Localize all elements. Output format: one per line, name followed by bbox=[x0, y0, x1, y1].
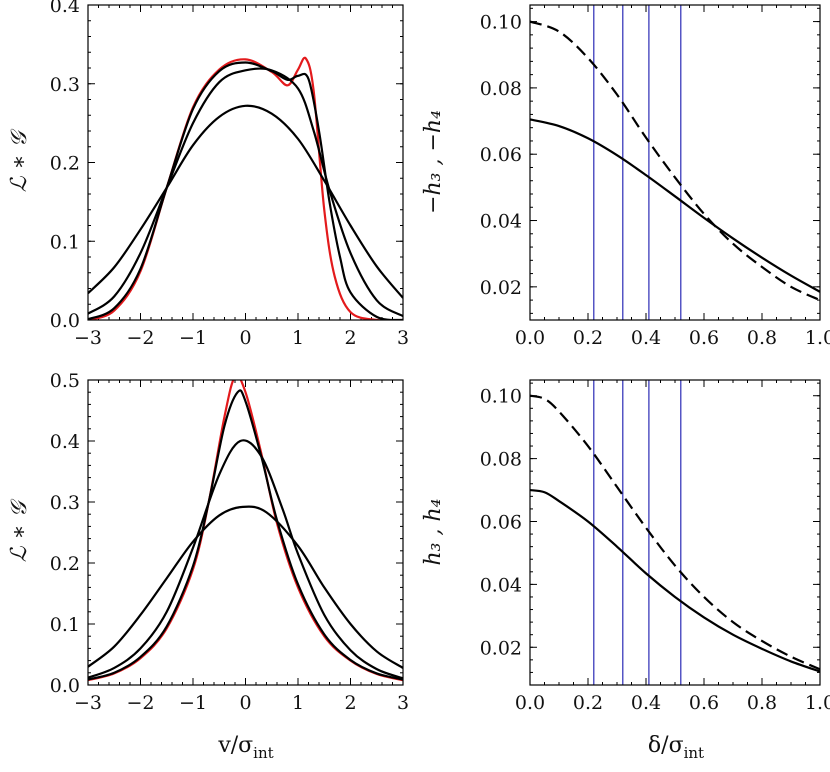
y-tick-label: 0.1 bbox=[50, 231, 80, 253]
series-h3 bbox=[530, 488, 820, 673]
y-tick-label: 0.0 bbox=[50, 310, 80, 332]
y-axis-label: −h₃ , −h₄ bbox=[421, 110, 446, 214]
plot-frame bbox=[529, 4, 821, 321]
y-tick-label: 0.02 bbox=[480, 277, 522, 299]
y-axis-label: ℒ ∗ 𝒢 bbox=[7, 128, 32, 192]
y-tick-label: 0.0 bbox=[50, 675, 80, 697]
y-tick-label: 0.04 bbox=[480, 574, 522, 596]
series-curve-3 bbox=[88, 104, 403, 299]
y-axis-label: ℒ ∗ 𝒢 bbox=[7, 498, 32, 562]
y-tick-label: 0.3 bbox=[50, 74, 80, 96]
y-tick-label: 0.06 bbox=[480, 144, 522, 166]
x-tick-label: 0.4 bbox=[631, 327, 661, 349]
x-tick-label: 0.2 bbox=[573, 692, 603, 714]
y-tick-label: 0.02 bbox=[480, 637, 522, 659]
series-curve-1 bbox=[88, 61, 403, 320]
x-tick-label: 1.0 bbox=[805, 692, 830, 714]
x-tick-label: −3 bbox=[74, 327, 102, 349]
series--h4 bbox=[530, 20, 820, 302]
y-tick-label: 0.2 bbox=[50, 153, 80, 175]
series-h4 bbox=[530, 394, 820, 671]
y-axis-label: h₃ , h₄ bbox=[421, 499, 446, 566]
series-curve-3 bbox=[88, 505, 403, 669]
x-tick-label: 2 bbox=[344, 327, 356, 349]
panel-top-right: 0.0 0.2 0.4 0.6 0.8 1.0 0.02 0.04 0.06 0.08 0.10 −h… bbox=[421, 4, 830, 349]
y-tick-label: 0.4 bbox=[50, 0, 80, 17]
x-tick-label: 0.6 bbox=[689, 692, 719, 714]
x-tick-label: 0 bbox=[239, 327, 251, 349]
y-tick-label: 0.1 bbox=[50, 614, 80, 636]
x-tick-label: 0.0 bbox=[515, 327, 545, 349]
y-tick-label: 0.3 bbox=[50, 492, 80, 514]
x-tick-label: 0 bbox=[239, 692, 251, 714]
y-tick-label: 0.10 bbox=[480, 12, 522, 34]
x-tick-label: 1 bbox=[292, 327, 304, 349]
x-tick-label: 0.8 bbox=[747, 327, 777, 349]
y-tick-label: 0.2 bbox=[50, 553, 80, 575]
y-tick-label: 0.4 bbox=[50, 431, 80, 453]
x-tick-label: 0.8 bbox=[747, 692, 777, 714]
x-tick-label: 2 bbox=[344, 692, 356, 714]
y-tick-label: 0.06 bbox=[480, 511, 522, 533]
x-tick-label: 0.4 bbox=[631, 692, 661, 714]
panel-bottom-left: −3 −2 −1 0 1 2 3 0.0 0.1 0.2 0.3 0.4 0.5 ℒ ∗ 𝒢 v/σint bbox=[7, 370, 409, 762]
series-curve-2 bbox=[88, 67, 403, 318]
x-axis-label: v/σint bbox=[217, 733, 273, 762]
plot-frame bbox=[87, 379, 404, 686]
plot-frame bbox=[529, 379, 821, 686]
series-curve-2 bbox=[88, 439, 403, 680]
x-tick-label: 0.6 bbox=[689, 327, 719, 349]
panel-bottom-right: 0.0 0.2 0.4 0.6 0.8 1.0 0.02 0.04 0.06 0.08 0.10 h₃… bbox=[421, 379, 830, 762]
series--h3 bbox=[530, 118, 820, 293]
x-tick-label: −2 bbox=[126, 327, 154, 349]
y-tick-label: 0.5 bbox=[50, 370, 80, 392]
x-tick-label: 0.0 bbox=[515, 692, 545, 714]
series-reference bbox=[88, 380, 403, 682]
plot-frame bbox=[87, 4, 404, 321]
x-tick-label: 3 bbox=[397, 327, 409, 349]
x-tick-label: 1 bbox=[292, 692, 304, 714]
y-tick-label: 0.08 bbox=[480, 78, 522, 100]
x-axis-label: δ/σint bbox=[648, 733, 704, 762]
x-tick-label: −2 bbox=[126, 692, 154, 714]
y-tick-label: 0.08 bbox=[480, 449, 522, 471]
x-tick-label: 1.0 bbox=[805, 327, 830, 349]
x-tick-label: −1 bbox=[179, 692, 207, 714]
series-curve-1 bbox=[88, 389, 403, 681]
x-tick-label: −3 bbox=[74, 692, 102, 714]
x-tick-label: −1 bbox=[179, 327, 207, 349]
panel-top-left: −3 −2 −1 0 1 2 3 0.0 0.1 0.2 0.3 0.4 ℒ ∗ 𝒢 bbox=[7, 0, 409, 349]
y-tick-label: 0.04 bbox=[480, 211, 522, 233]
x-tick-label: 3 bbox=[397, 692, 409, 714]
x-tick-label: 0.2 bbox=[573, 327, 603, 349]
y-tick-label: 0.10 bbox=[480, 386, 522, 408]
